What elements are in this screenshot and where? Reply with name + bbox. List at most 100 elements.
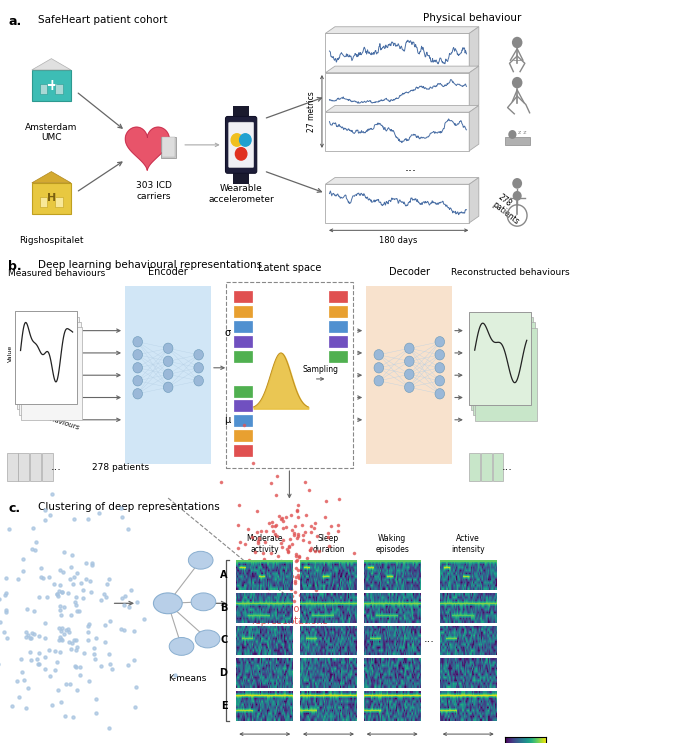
Text: ...: ... xyxy=(423,634,434,644)
Ellipse shape xyxy=(169,637,194,655)
Point xyxy=(305,563,316,575)
Point xyxy=(258,553,269,565)
Point xyxy=(169,669,180,681)
Point xyxy=(260,536,271,548)
Circle shape xyxy=(374,376,384,386)
Point xyxy=(83,634,94,646)
FancyBboxPatch shape xyxy=(55,197,63,207)
Point xyxy=(18,554,29,565)
Point xyxy=(42,591,53,603)
Point xyxy=(322,527,333,539)
Polygon shape xyxy=(32,59,71,70)
Point xyxy=(232,519,243,531)
Point xyxy=(286,564,297,576)
Point xyxy=(265,547,276,559)
Point xyxy=(103,722,114,734)
FancyBboxPatch shape xyxy=(469,453,480,481)
Text: Amsterdam
UMC: Amsterdam UMC xyxy=(25,123,77,142)
Point xyxy=(26,632,37,644)
Point xyxy=(119,624,129,636)
Point xyxy=(116,623,127,635)
Circle shape xyxy=(374,350,384,360)
Circle shape xyxy=(404,369,414,380)
Point xyxy=(296,519,307,531)
FancyBboxPatch shape xyxy=(469,312,531,405)
Point xyxy=(312,531,323,542)
Point xyxy=(249,545,260,557)
Point xyxy=(158,602,169,614)
Point xyxy=(138,613,149,625)
Point xyxy=(53,635,64,646)
Text: ...: ... xyxy=(405,160,417,174)
Point xyxy=(28,628,39,640)
Point xyxy=(308,522,319,534)
Point xyxy=(260,525,271,537)
Polygon shape xyxy=(469,66,479,111)
Text: Reconstructed behaviours: Reconstructed behaviours xyxy=(451,268,570,277)
Point xyxy=(49,664,60,676)
Point xyxy=(272,556,283,568)
Point xyxy=(305,520,316,532)
FancyBboxPatch shape xyxy=(329,291,348,303)
Text: D: D xyxy=(219,668,227,678)
Text: 180 days: 180 days xyxy=(379,236,418,245)
Circle shape xyxy=(133,337,142,347)
Point xyxy=(93,507,104,519)
Text: c.: c. xyxy=(8,502,21,514)
Point xyxy=(233,542,244,554)
Point xyxy=(83,620,94,632)
Point xyxy=(278,533,289,545)
Point xyxy=(71,661,82,673)
Point xyxy=(252,535,263,547)
Point xyxy=(323,575,334,587)
Point xyxy=(71,605,82,617)
FancyBboxPatch shape xyxy=(329,321,348,333)
Point xyxy=(71,599,82,611)
Point xyxy=(289,577,300,589)
Point xyxy=(122,659,133,671)
Point xyxy=(279,580,290,592)
Text: Waking
episodes: Waking episodes xyxy=(375,534,409,554)
Point xyxy=(318,566,329,578)
Point xyxy=(71,644,82,656)
Point xyxy=(30,536,41,548)
FancyBboxPatch shape xyxy=(32,183,71,214)
Point xyxy=(290,520,301,532)
Point xyxy=(128,654,139,666)
Point xyxy=(32,658,43,669)
Point xyxy=(117,511,128,523)
Point xyxy=(305,544,316,556)
Point xyxy=(51,588,62,600)
Point xyxy=(77,584,88,596)
Point xyxy=(75,669,86,681)
Circle shape xyxy=(508,130,516,139)
FancyBboxPatch shape xyxy=(325,33,469,72)
Point xyxy=(104,658,115,669)
Point xyxy=(28,605,39,617)
Point xyxy=(40,663,51,675)
Point xyxy=(309,517,320,529)
Point xyxy=(64,678,75,690)
Point xyxy=(40,632,51,644)
Polygon shape xyxy=(325,106,479,112)
Text: Measured behaviours: Measured behaviours xyxy=(8,269,105,278)
Text: Behavioural
representations: Behavioural representations xyxy=(251,604,328,626)
Point xyxy=(249,568,260,580)
Point xyxy=(301,552,312,564)
Point xyxy=(286,590,297,602)
Circle shape xyxy=(194,363,203,373)
Point xyxy=(34,630,45,642)
Ellipse shape xyxy=(188,551,213,569)
Text: ...: ... xyxy=(51,462,62,473)
Point xyxy=(286,538,297,550)
Point xyxy=(21,632,32,643)
FancyBboxPatch shape xyxy=(505,137,530,145)
Polygon shape xyxy=(32,172,71,183)
Point xyxy=(295,589,306,601)
FancyBboxPatch shape xyxy=(21,327,82,420)
Point xyxy=(252,527,263,539)
Point xyxy=(266,516,277,528)
Point xyxy=(276,598,287,610)
Text: Wearable
accelerometer: Wearable accelerometer xyxy=(208,184,274,204)
Point xyxy=(266,520,277,532)
